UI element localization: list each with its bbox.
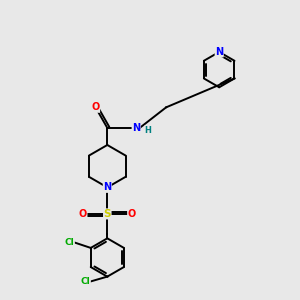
Text: Cl: Cl: [81, 278, 90, 286]
Text: S: S: [103, 209, 111, 219]
Text: H: H: [145, 126, 152, 135]
Text: O: O: [79, 209, 87, 219]
Text: Cl: Cl: [65, 238, 74, 247]
Text: O: O: [128, 209, 136, 219]
Text: O: O: [92, 102, 100, 112]
Text: N: N: [103, 182, 111, 192]
Text: N: N: [215, 47, 223, 57]
Text: N: N: [132, 123, 140, 133]
